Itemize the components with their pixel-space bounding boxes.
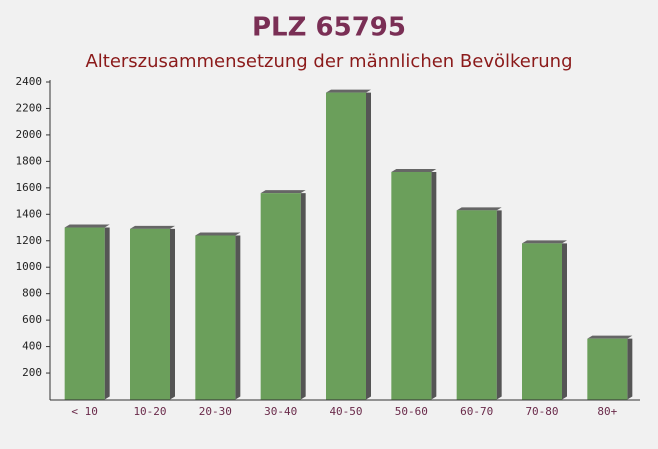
- y-tick-label: 1400: [16, 207, 43, 220]
- bar-top: [391, 168, 437, 172]
- bar-top: [522, 240, 567, 244]
- x-tick-label: 70-80: [525, 405, 558, 418]
- y-tick-label: 1800: [16, 154, 43, 167]
- bar-shadow: [104, 227, 110, 400]
- y-tick-label: 1200: [16, 234, 43, 247]
- x-tick-label: 10-20: [133, 405, 166, 418]
- bar-shadow: [235, 235, 241, 400]
- bar-top: [587, 335, 633, 339]
- bar-top: [260, 190, 306, 194]
- x-tick-label: 50-60: [395, 405, 428, 418]
- y-tick-label: 2000: [16, 128, 43, 141]
- y-tick-label: 1000: [16, 260, 43, 273]
- chart-title: PLZ 65795: [252, 13, 406, 43]
- bar-shadow: [366, 92, 371, 400]
- bar-top: [326, 89, 371, 93]
- bar: [260, 193, 301, 400]
- x-tick-label: 30-40: [264, 405, 297, 418]
- chart-subtitle: Alterszusammensetzung der männlichen Bev…: [85, 51, 572, 72]
- bar-shadow: [562, 243, 567, 400]
- bar: [522, 243, 562, 400]
- bar-shadow: [496, 210, 502, 400]
- bar-shadow: [170, 228, 175, 400]
- bar: [326, 92, 366, 400]
- y-tick-label: 200: [22, 366, 42, 379]
- bar-shadow: [431, 171, 437, 400]
- y-tick-label: 600: [22, 313, 42, 326]
- bar-top: [195, 232, 241, 236]
- bar: [587, 338, 628, 400]
- x-tick-label: < 10: [71, 405, 98, 418]
- y-tick-label: 1600: [16, 181, 43, 194]
- y-tick-label: 2200: [16, 101, 43, 114]
- y-tick-label: 2400: [16, 75, 43, 88]
- x-tick-label: 60-70: [460, 405, 493, 418]
- bar-top: [130, 225, 175, 229]
- bar: [391, 171, 432, 400]
- bar-top: [456, 207, 502, 211]
- y-tick-label: 400: [22, 340, 42, 353]
- x-tick-label: 80+: [597, 405, 617, 418]
- bar: [64, 227, 105, 400]
- bar: [456, 210, 497, 400]
- bar: [130, 228, 170, 400]
- bar-top: [64, 224, 110, 228]
- bar-shadow: [627, 338, 633, 400]
- x-tick-label: 20-30: [199, 405, 232, 418]
- bar: [195, 235, 236, 400]
- bar-shadow: [300, 193, 306, 400]
- x-tick-label: 40-50: [329, 405, 362, 418]
- y-tick-label: 800: [22, 287, 42, 300]
